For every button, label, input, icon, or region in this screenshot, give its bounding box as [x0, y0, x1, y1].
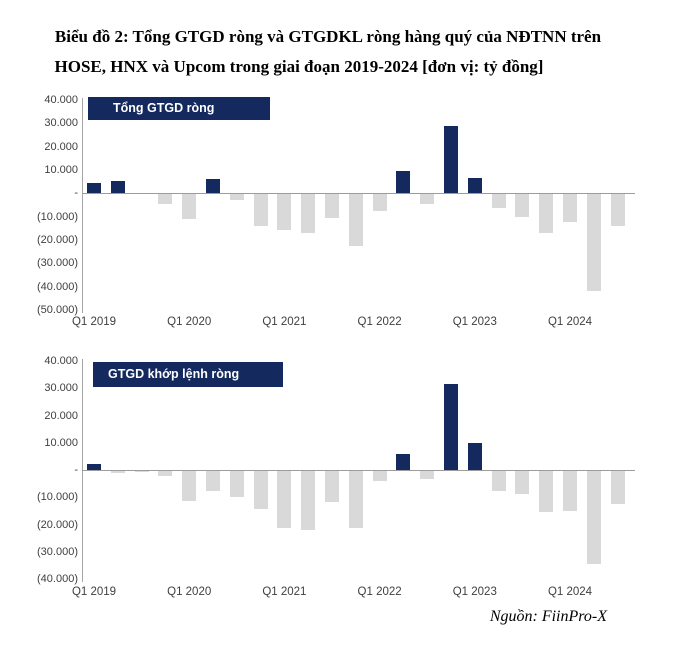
bar-negative	[563, 471, 577, 511]
bar-positive	[444, 126, 458, 194]
y-tick-label: (40.000)	[37, 280, 78, 293]
bar-negative	[610, 194, 625, 226]
bar-negative	[515, 471, 530, 495]
x-tick-label: Q1 2020	[167, 316, 212, 328]
y-tick-label: -	[74, 464, 78, 476]
bar-negative	[253, 471, 268, 510]
bar-negative	[586, 471, 601, 564]
bar-negative	[325, 471, 339, 503]
bar-negative	[348, 471, 363, 529]
y-tick-label: (20.000)	[37, 234, 78, 246]
x-tick-label: Q1 2022	[357, 586, 402, 598]
y-tick-label: -	[74, 187, 78, 200]
x-tick-label: Q1 2024	[547, 586, 593, 598]
bar-negative	[563, 194, 577, 223]
bar-positive	[87, 464, 101, 470]
bar-positive	[467, 443, 482, 470]
bar-negative	[491, 194, 506, 208]
bar-negative	[325, 194, 339, 218]
bar-negative	[539, 471, 554, 512]
y-tick-label: 30.000	[44, 382, 78, 395]
y-tick-label: (10.000)	[37, 210, 78, 223]
y-tick-label: (30.000)	[37, 257, 78, 270]
bar-negative	[348, 194, 363, 246]
bar-negative	[206, 471, 220, 492]
bar-negative	[182, 194, 197, 219]
bar-positive	[396, 171, 411, 194]
bar-negative	[491, 471, 506, 492]
x-tick-label: Q1 2024	[547, 316, 593, 328]
bar-negative	[301, 471, 316, 530]
bar-negative	[253, 194, 268, 227]
bar-negative	[372, 471, 387, 481]
bar-negative	[420, 194, 435, 205]
bar-positive	[110, 180, 125, 194]
bar-negative	[158, 471, 173, 477]
x-tick-label: Q1 2023	[452, 316, 497, 328]
figure-title-line2: HOSE, HNX và Upcom trong giai đoạn 2019-…	[54, 57, 544, 76]
bar-negative	[229, 471, 244, 497]
x-tick-label: Q1 2019	[71, 586, 117, 598]
bar-negative	[229, 194, 244, 201]
bar-negative	[301, 194, 316, 233]
bar-negative	[372, 194, 387, 211]
y-tick-label: (50.000)	[37, 304, 78, 316]
bar-negative	[420, 471, 435, 480]
x-tick-label: Q1 2022	[357, 316, 402, 328]
y-tick-label: 20.000	[44, 140, 78, 153]
bar-negative	[515, 194, 530, 217]
x-tick-label: Q1 2021	[262, 316, 307, 328]
x-tick-label: Q1 2023	[452, 586, 497, 598]
chart1-legend-label: Tổng GTGD ròng	[113, 101, 215, 115]
figure-title-line1: Biểu đồ 2: Tổng GTGD ròng và GTGDKL ròng…	[54, 27, 602, 46]
y-tick-label: 30.000	[44, 117, 78, 130]
y-tick-label: 40.000	[44, 94, 78, 106]
zero-baseline	[82, 470, 635, 471]
y-tick-label: (40.000)	[37, 573, 78, 585]
bar-negative	[610, 471, 625, 504]
y-tick-label: 20.000	[44, 409, 78, 422]
chart2-legend: GTGD khớp lệnh ròng	[93, 362, 283, 387]
y-axis-line	[82, 98, 83, 313]
x-tick-label: Q1 2021	[262, 586, 307, 598]
bar-negative	[158, 194, 173, 204]
bar-negative	[134, 471, 149, 473]
bar-negative	[182, 471, 197, 501]
bar-negative	[277, 194, 292, 231]
y-tick-label: 40.000	[44, 355, 78, 367]
y-tick-label: (30.000)	[37, 545, 78, 558]
bar-negative	[586, 194, 601, 292]
bar-positive	[87, 182, 101, 194]
bar-positive	[467, 178, 482, 194]
y-tick-label: 10.000	[44, 164, 78, 176]
bar-positive	[444, 384, 458, 470]
zero-baseline	[82, 193, 635, 194]
x-tick-label: Q1 2019	[71, 316, 117, 328]
bar-negative	[277, 471, 292, 529]
bar-positive	[396, 453, 411, 470]
source-credit: Nguồn: FiinPro-X	[489, 608, 607, 625]
bar-negative	[110, 471, 125, 474]
bar-positive	[206, 178, 220, 194]
chart1-legend: Tổng GTGD ròng	[88, 97, 270, 120]
x-tick-label: Q1 2020	[167, 586, 212, 598]
y-tick-label: 10.000	[44, 436, 78, 449]
y-tick-label: (10.000)	[37, 491, 78, 504]
chart2-legend-label: GTGD khớp lệnh ròng	[108, 367, 240, 381]
y-tick-label: (20.000)	[37, 518, 78, 531]
bar-negative	[539, 194, 554, 233]
